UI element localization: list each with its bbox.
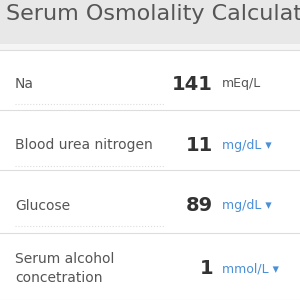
Text: mEq/L: mEq/L xyxy=(222,77,261,91)
Bar xyxy=(0,110,300,170)
Text: mmol/L ▾: mmol/L ▾ xyxy=(222,262,279,275)
Text: Serum alcohol
concetration: Serum alcohol concetration xyxy=(15,252,114,285)
Text: 89: 89 xyxy=(186,196,213,215)
Text: mg/dL ▾: mg/dL ▾ xyxy=(222,199,272,212)
Text: Glucose: Glucose xyxy=(15,199,70,212)
Text: 141: 141 xyxy=(172,74,213,94)
Text: Na: Na xyxy=(15,77,34,91)
Text: 1: 1 xyxy=(200,259,213,278)
Text: 11: 11 xyxy=(186,136,213,155)
Text: mg/dL ▾: mg/dL ▾ xyxy=(222,139,272,152)
Bar xyxy=(0,50,300,110)
Bar xyxy=(0,169,300,232)
Bar xyxy=(0,0,300,44)
Bar xyxy=(0,232,300,300)
Text: Blood urea nitrogen: Blood urea nitrogen xyxy=(15,139,153,152)
Text: Serum Osmolality Calculator: Serum Osmolality Calculator xyxy=(6,4,300,23)
